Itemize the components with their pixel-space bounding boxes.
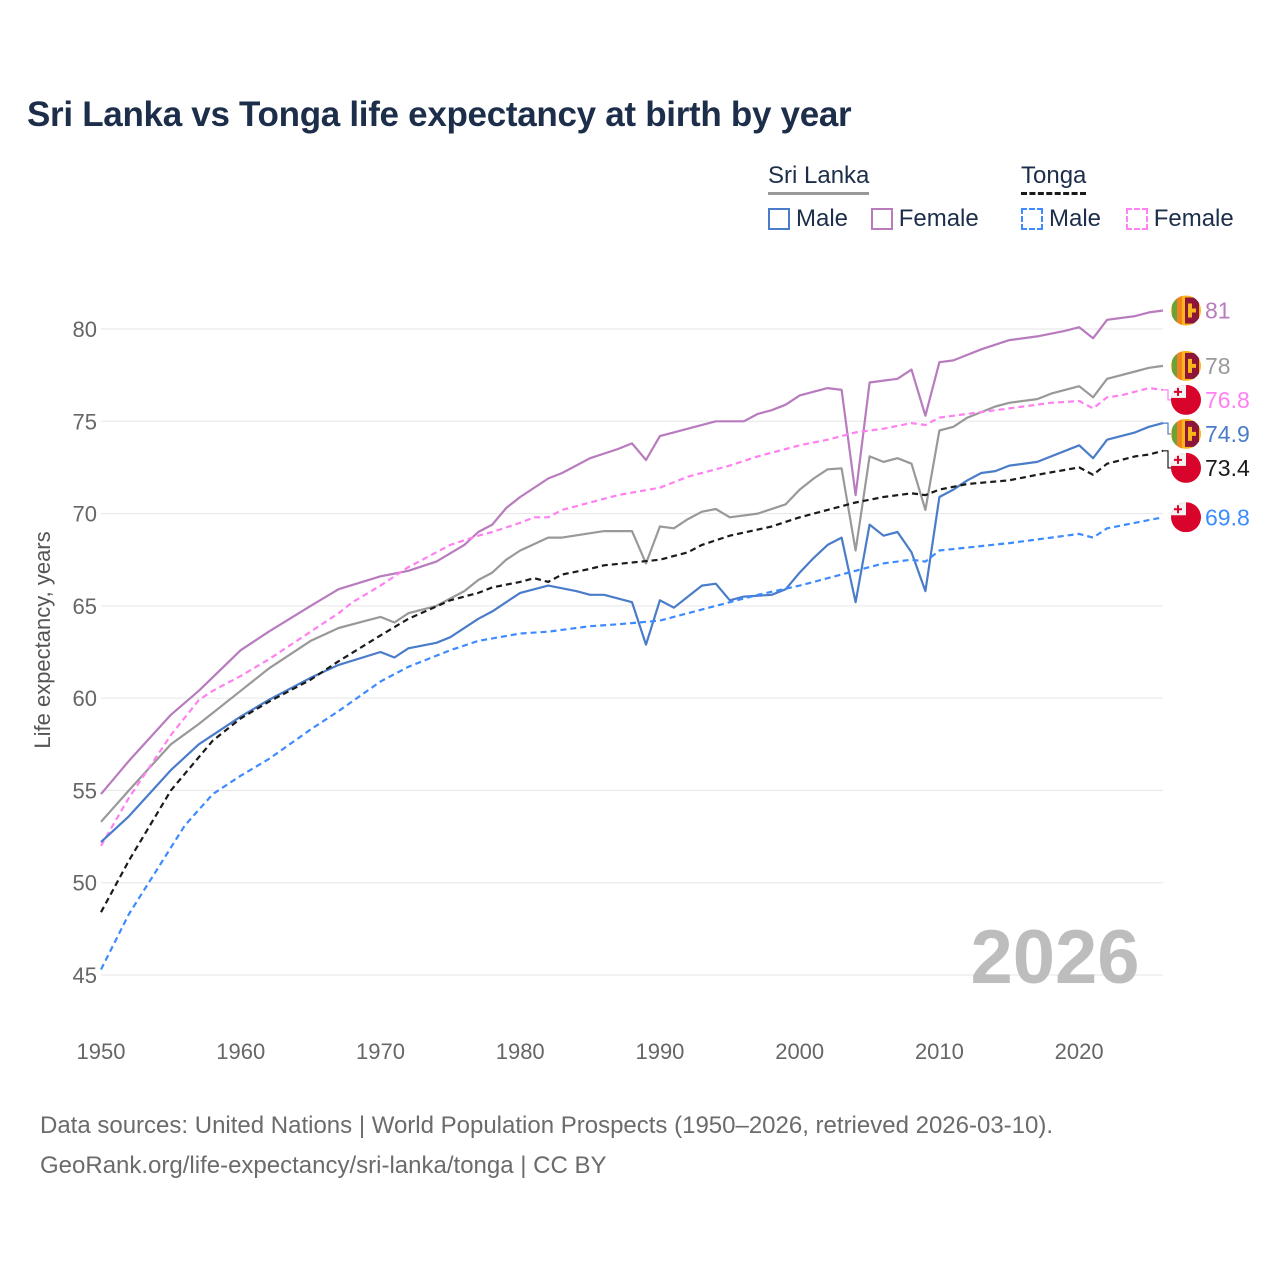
y-tick-label: 65 [73, 594, 97, 619]
legend-swatch [768, 208, 790, 230]
x-tick-label: 2010 [915, 1039, 964, 1064]
flag-lion [1188, 426, 1196, 441]
series-line-sri-lanka-male-blue- [100, 422, 1164, 843]
flag-cross [1174, 505, 1182, 514]
legend-swatch [870, 208, 893, 230]
legend-label: Male [796, 205, 849, 232]
legend-group-tonga: Tonga Male Female [1021, 162, 1250, 237]
leader-line [1163, 450, 1172, 469]
legend-item-tonga-male[interactable]: Male [1021, 205, 1101, 233]
x-tick-label: 2020 [1055, 1039, 1104, 1064]
flag-sri-lanka-icon [1171, 295, 1201, 326]
source-link[interactable]: GeoRank.org/life-expectancy/sri-lanka/to… [40, 1152, 607, 1179]
leader-line [1163, 422, 1172, 435]
x-tick-label: 1950 [77, 1039, 126, 1064]
flag-sri-lanka-icon [1171, 350, 1201, 381]
flag-tonga-icon [1171, 452, 1201, 483]
leader-line [1163, 389, 1172, 401]
end-value-label: 81 [1205, 298, 1231, 324]
flag-lion [1188, 303, 1196, 318]
end-value-label: 74.9 [1205, 421, 1250, 447]
flag-green [1172, 418, 1177, 449]
legend-header-sri-lanka: Sri Lanka [768, 162, 870, 195]
flag-orange [1177, 350, 1182, 381]
end-value-label: 78 [1205, 353, 1231, 379]
source-note: Data sources: United Nations | World Pop… [40, 1112, 1054, 1139]
y-tick-label: 75 [73, 409, 97, 434]
flag-sri-lanka-icon [1171, 418, 1201, 449]
y-tick-label: 50 [73, 871, 97, 896]
legend-item-sri-lanka-female[interactable]: Female [870, 205, 979, 233]
end-value-label: 69.8 [1205, 504, 1250, 530]
flag-cross [1174, 455, 1182, 464]
flag-tonga-icon [1171, 502, 1201, 533]
flag-tonga-icon [1171, 384, 1201, 415]
y-tick-label: 60 [73, 686, 97, 711]
chart-title: Sri Lanka vs Tonga life expectancy at bi… [27, 95, 852, 134]
legend-group-sri-lanka: Sri Lanka Male Female [768, 162, 995, 237]
year-watermark: 2026 [970, 915, 1139, 1000]
flag-green [1172, 350, 1177, 381]
y-tick-label: 55 [73, 778, 97, 803]
legend-header-tonga: Tonga [1021, 162, 1087, 195]
series-line-sri-lanka-male [100, 364, 1164, 823]
y-tick-label: 80 [73, 317, 97, 342]
legend-item-sri-lanka-male[interactable]: Male [768, 205, 848, 233]
legend-item-tonga-female[interactable]: Female [1125, 205, 1234, 233]
flag-cross [1174, 387, 1182, 396]
legend-swatch [1125, 208, 1148, 230]
series-line-tonga-male-black- [100, 449, 1164, 913]
y-tick-label: 45 [73, 963, 97, 988]
flag-orange [1177, 295, 1182, 326]
legend-label: Male [1049, 205, 1102, 232]
end-value-label: 76.8 [1205, 387, 1250, 413]
series-line-sri-lanka-female [100, 309, 1164, 795]
legend-swatch [1021, 208, 1043, 230]
flag-lion [1188, 358, 1196, 373]
x-tick-label: 2000 [775, 1039, 824, 1064]
y-axis-label: Life expectancy, years [30, 531, 55, 748]
x-tick-label: 1970 [356, 1039, 405, 1064]
series-line-tonga-male [100, 516, 1164, 970]
end-value-label: 73.4 [1205, 455, 1250, 481]
x-tick-label: 1990 [635, 1039, 684, 1064]
y-tick-label: 70 [73, 502, 97, 527]
series-line-tonga-female [100, 387, 1164, 847]
legend-label: Female [1153, 205, 1234, 232]
flag-green [1172, 295, 1177, 326]
footer: Data sources: United Nations | World Pop… [40, 1106, 1053, 1186]
x-tick-label: 1960 [216, 1039, 265, 1064]
legend-label: Female [898, 205, 979, 232]
x-tick-label: 1980 [496, 1039, 545, 1064]
flag-orange [1177, 418, 1182, 449]
